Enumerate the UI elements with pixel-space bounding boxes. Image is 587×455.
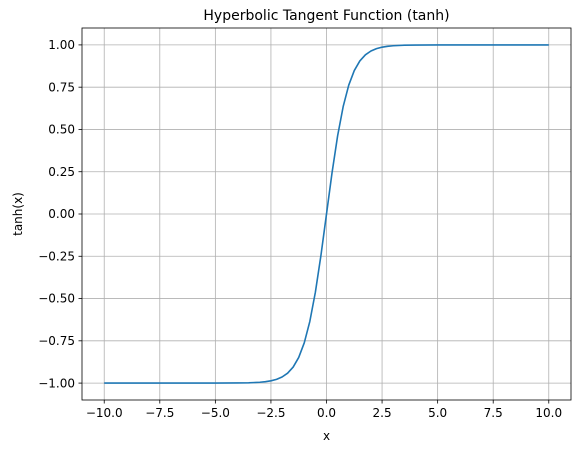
y-tick-label: 1.00 (48, 38, 75, 52)
x-tick-label: 2.5 (373, 406, 392, 420)
x-tick-label: 0.0 (317, 406, 336, 420)
x-tick-label: −10.0 (86, 406, 123, 420)
series-line (104, 44, 549, 384)
series-layer (104, 44, 549, 384)
y-tick-label: −1.00 (38, 376, 75, 390)
x-tick-label: −2.5 (256, 406, 285, 420)
x-tick-label: 5.0 (428, 406, 447, 420)
y-tick-label: 0.25 (48, 165, 75, 179)
y-tick-label: 0.00 (48, 207, 75, 221)
x-tick-label: 7.5 (484, 406, 503, 420)
y-tick-label: −0.25 (38, 249, 75, 263)
y-tick-label: −0.50 (38, 292, 75, 306)
x-axis-label: x (323, 429, 330, 443)
x-tick-label: −5.0 (201, 406, 230, 420)
y-tick-label: 0.50 (48, 123, 75, 137)
x-tick-label: −7.5 (145, 406, 174, 420)
y-axis-label: tanh(x) (11, 192, 25, 236)
y-tick-label: −0.75 (38, 334, 75, 348)
chart-title: Hyperbolic Tangent Function (tanh) (203, 8, 449, 24)
y-tick-label: 0.75 (48, 80, 75, 94)
ticks: −10.0 −7.5 −5.0 −2.5 0.0 2.5 5.0 7.5 10.0 −1.00 −0… (38, 38, 562, 420)
x-tick-label: 10.0 (535, 406, 562, 420)
